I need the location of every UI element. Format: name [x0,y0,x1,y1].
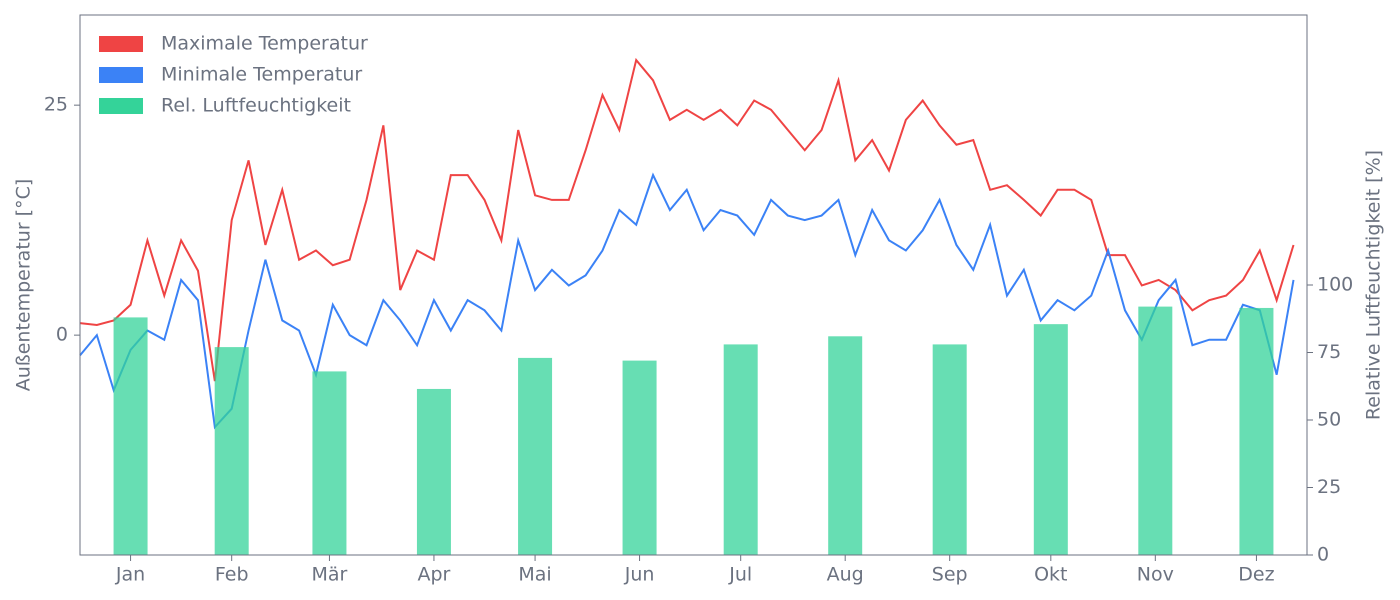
bar [1239,307,1274,555]
legend-label: Minimale Temperatur [161,64,362,86]
y2-axis-label: Relative Luftfeuchtigkeit [%] [1363,150,1385,420]
x-tick-label: Nov [1137,564,1174,586]
bar [416,388,451,555]
bar [113,317,148,555]
x-tick-label: Mai [518,564,551,586]
bar [622,360,657,555]
y2-tick-label: 75 [1317,341,1341,363]
x-tick-label: Aug [827,564,864,586]
y-tick-label: 25 [44,94,68,116]
y2-tick-label: 0 [1317,544,1329,566]
y2-tick-label: 25 [1317,476,1341,498]
y2-tick-label: 50 [1317,409,1341,431]
y-tick-label: 0 [56,324,68,346]
x-tick-label: Dez [1238,564,1274,586]
bar [828,336,863,555]
x-tick-label: Jul [728,564,752,586]
line [79,172,1295,430]
y2-tick-label: 100 [1317,274,1353,296]
bar [312,371,347,555]
legend-label: Maximale Temperatur [161,33,368,55]
bar [1033,324,1068,555]
x-tick-label: Sep [932,564,968,586]
x-tick-label: Mär [312,564,348,586]
x-tick-label: Feb [215,564,249,586]
legend-swatch [99,67,143,83]
x-tick-label: Okt [1034,564,1067,586]
plot-frame [79,14,1308,556]
bar [1138,306,1173,555]
bar [214,347,249,555]
bar [518,357,553,555]
x-tick-label: Jun [624,564,655,586]
x-tick-label: Apr [418,564,451,586]
y-axis-label: Außentemperatur [°C] [13,179,35,392]
bar [723,344,758,555]
bar [932,344,967,555]
legend-swatch [99,98,143,114]
x-tick-label: Jan [115,564,145,586]
line [79,57,1295,382]
legend-label: Rel. Luftfeuchtigkeit [161,95,351,117]
legend-swatch [99,36,143,52]
